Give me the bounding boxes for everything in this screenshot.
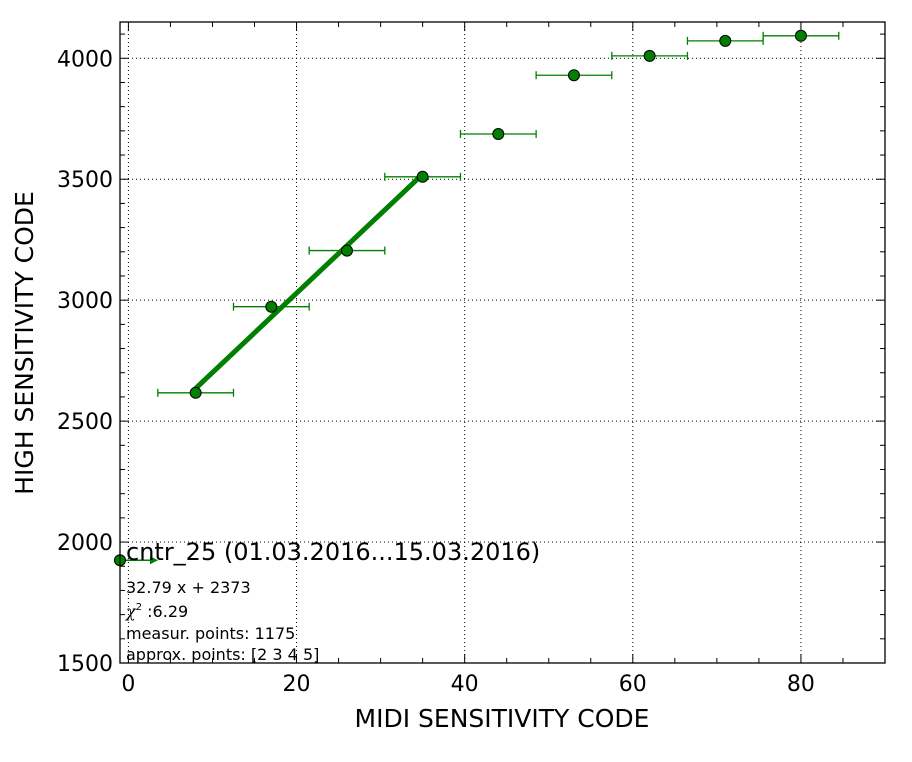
annotation: cntr_25 (01.03.2016...15.03.2016) 32.79 …	[125, 538, 540, 664]
x-axis-title: MIDI SENSITIVITY CODE	[355, 704, 650, 733]
y-tick-label: 3000	[57, 289, 113, 314]
legend-arrow	[150, 556, 158, 565]
annotation-measured: measur. points: 1175	[126, 624, 295, 643]
x-tick-label: 0	[121, 672, 135, 697]
data-point	[643, 49, 656, 62]
chi2-symbol: χ	[125, 602, 137, 621]
annotation-title: cntr_25 (01.03.2016...15.03.2016)	[126, 538, 540, 566]
y-tick-label: 2500	[57, 410, 113, 435]
data-point	[340, 244, 353, 257]
data-point	[719, 34, 732, 47]
x-tick-label: 40	[451, 672, 479, 697]
chi2-superscript: 2	[136, 602, 142, 613]
y-tick-label: 3500	[57, 168, 113, 193]
data-point	[794, 29, 807, 42]
data-points	[189, 29, 807, 399]
annotation-equation: 32.79 x + 2373	[126, 578, 251, 597]
data-point	[189, 386, 202, 399]
data-point	[492, 127, 505, 140]
x-tick-label: 80	[787, 672, 815, 697]
annotation-chi2: χ2 :6.29	[125, 602, 188, 621]
plot-area	[120, 22, 885, 663]
data-point	[567, 69, 580, 82]
data-point	[416, 170, 429, 183]
y-tick-label: 2000	[57, 531, 113, 556]
fit-line	[193, 172, 425, 391]
chi2-value: :6.29	[142, 602, 188, 621]
y-axis-title: HIGH SENSITIVITY CODE	[10, 191, 39, 495]
x-tick-label: 20	[283, 672, 311, 697]
annotation-approx: approx. points: [2 3 4 5]	[126, 645, 319, 664]
plot-frame	[119, 21, 886, 664]
data-point	[265, 300, 278, 313]
x-tick-labels: 0 20 40 60 80	[121, 672, 815, 697]
y-tick-label: 4000	[57, 47, 113, 72]
grid	[120, 22, 885, 663]
y-tick-labels: 1500 2000 2500 3000 3500 4000	[57, 47, 113, 677]
y-tick-label: 1500	[57, 652, 113, 677]
x-tick-label: 60	[619, 672, 647, 697]
